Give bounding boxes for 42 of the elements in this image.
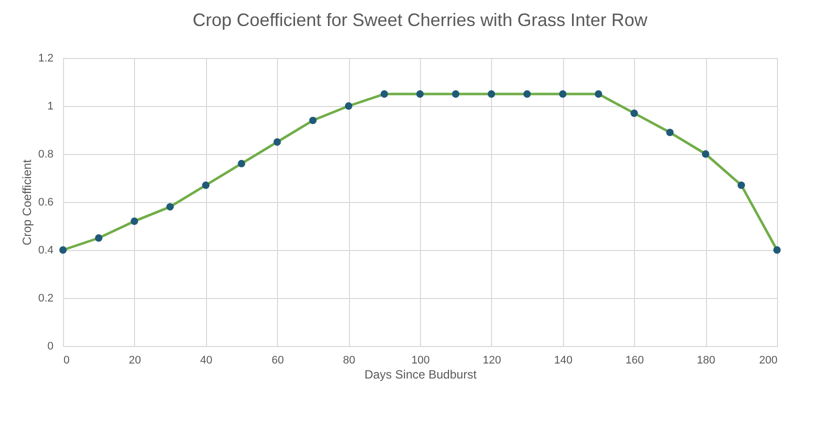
- point: [773, 246, 781, 254]
- point: [202, 182, 210, 189]
- x-tick-label: 120: [482, 354, 502, 366]
- point: [344, 102, 352, 110]
- x-tick-label: 160: [626, 354, 644, 366]
- x-tick-label: 40: [200, 354, 212, 366]
- point: [59, 246, 67, 254]
- y-tick-label: 0.6: [38, 196, 54, 208]
- x-axis-title: Days Since Budburst: [364, 368, 478, 382]
- point: [416, 90, 424, 98]
- y-tick-label: 1.2: [38, 52, 54, 64]
- chart-title: Crop Coefficient for Sweet Cherries with Grass Inter Row: [192, 10, 648, 30]
- point: [130, 218, 138, 225]
- x-tick-label: 80: [342, 354, 356, 366]
- point: [559, 90, 567, 98]
- point: [702, 150, 710, 158]
- point: [666, 128, 674, 136]
- point: [273, 138, 281, 146]
- y-tick-label: 0: [47, 340, 54, 352]
- point: [452, 90, 460, 98]
- x-tick-label: 200: [759, 354, 778, 366]
- point: [630, 110, 638, 117]
- x-tick-label: 60: [272, 354, 284, 366]
- x-tick-label: 20: [128, 354, 142, 366]
- x-tick-label: 0: [64, 354, 70, 366]
- point: [238, 160, 246, 168]
- x-tick-label: 140: [554, 354, 572, 366]
- y-tick-label: 0.8: [38, 148, 54, 160]
- x-tick-label: 100: [411, 354, 430, 366]
- y-tick-label: 1: [47, 100, 54, 112]
- point: [94, 234, 102, 242]
- y-axis-title: Crop Coefficient: [20, 158, 34, 246]
- point: [594, 90, 602, 98]
- y-tick-label: 0.2: [38, 292, 54, 304]
- point: [380, 90, 388, 98]
- y-tick-label: 0.4: [38, 244, 54, 256]
- point: [738, 182, 746, 189]
- point: [488, 90, 496, 98]
- point: [166, 203, 174, 210]
- point: [523, 90, 531, 98]
- point: [309, 116, 317, 124]
- x-tick-label: 180: [696, 354, 716, 366]
